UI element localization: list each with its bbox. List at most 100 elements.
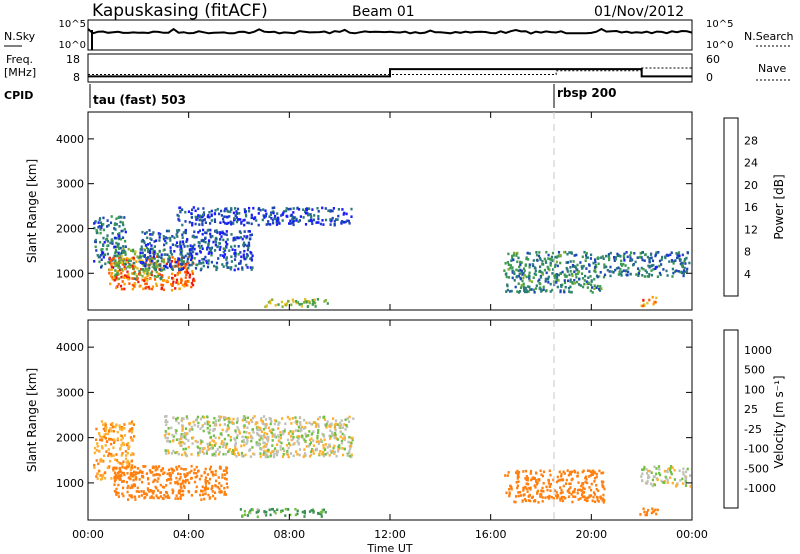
power-cell <box>134 265 137 269</box>
power-cell <box>519 268 522 272</box>
velocity-cell <box>348 435 351 439</box>
velocity-cell <box>515 471 518 474</box>
power-cell <box>337 214 340 218</box>
power-cell <box>678 254 681 258</box>
time-axis-ticks: 00:00 04:00 08:00 12:00 16:00 20:00 00:00 <box>72 528 708 541</box>
power-cell <box>103 253 107 257</box>
power-cell <box>522 272 525 275</box>
power-cell <box>239 218 242 221</box>
velocity-cell <box>181 479 185 483</box>
power-cell <box>267 220 270 223</box>
velocity-cell <box>199 427 202 430</box>
velocity-cell <box>113 441 116 444</box>
velocity-cell <box>95 438 98 441</box>
power-cell <box>138 272 141 276</box>
nsky-label: N.Sky <box>4 30 36 43</box>
power-cell <box>170 283 173 286</box>
velocity-cell <box>214 469 217 473</box>
velocity-cell <box>213 444 216 447</box>
power-cell <box>248 230 251 233</box>
velocity-cell <box>187 439 190 442</box>
velocity-cell <box>120 444 123 447</box>
velocity-cell <box>131 437 134 441</box>
power-cell <box>187 280 190 283</box>
power-cell <box>114 228 117 231</box>
velocity-cell <box>647 474 650 477</box>
power-cell <box>132 249 135 253</box>
power-cell <box>164 265 167 268</box>
velocity-cell <box>131 495 134 499</box>
power-cell <box>278 222 281 225</box>
velocity-cell <box>98 449 101 453</box>
velocity-cell <box>104 432 108 436</box>
velocity-cell <box>116 430 119 434</box>
power-cell <box>146 243 149 246</box>
velocity-cell <box>287 438 290 442</box>
velocity-cell <box>347 440 350 444</box>
velocity-cell <box>645 511 649 514</box>
power-cell <box>582 264 585 268</box>
velocity-cell <box>203 447 206 450</box>
velocity-cell <box>589 474 592 477</box>
velocity-cell <box>145 472 148 475</box>
velocity-cell <box>652 509 655 513</box>
velocity-cell <box>225 417 228 420</box>
velocity-cell <box>178 478 181 481</box>
velocity-cell <box>129 486 132 490</box>
velocity-cell <box>149 496 152 499</box>
power-feature-6 <box>503 250 606 294</box>
power-cell <box>215 261 219 265</box>
velocity-cell <box>200 440 203 443</box>
power-cell <box>236 207 240 211</box>
velocity-cell <box>179 482 182 486</box>
velocity-cell <box>570 493 573 496</box>
power-cell <box>160 256 163 260</box>
power-cell <box>99 221 103 224</box>
power-cell <box>566 252 569 256</box>
power-cell <box>213 220 217 223</box>
power-cell <box>143 241 146 245</box>
power-cell <box>553 274 556 277</box>
power-cell <box>504 262 507 265</box>
power-cell <box>112 256 116 260</box>
velocity-cell <box>539 495 542 498</box>
power-cell <box>219 237 222 241</box>
velocity-cell <box>242 438 245 442</box>
power-cell <box>321 206 324 210</box>
velocity-cell <box>348 451 351 454</box>
velocity-cell <box>322 446 325 450</box>
power-cell <box>234 264 237 268</box>
power-cell <box>188 263 191 267</box>
power-cell <box>253 217 256 221</box>
power-cell <box>519 276 522 280</box>
power-cell <box>124 239 127 243</box>
velocity-cell <box>204 482 207 485</box>
velocity-cell <box>649 482 653 486</box>
velocity-cell <box>95 427 98 431</box>
power-cell <box>208 250 211 254</box>
velocity-cell <box>134 498 137 501</box>
power-cell <box>531 263 534 266</box>
velocity-cell <box>588 469 591 473</box>
power-cell <box>672 262 675 265</box>
velocity-cell <box>112 454 115 457</box>
power-cell <box>120 261 123 264</box>
velocity-cell <box>133 435 136 438</box>
power-cell <box>616 252 619 256</box>
velocity-cell <box>244 435 247 439</box>
power-cell <box>128 282 131 285</box>
velocity-cell <box>352 417 355 420</box>
velocity-cell <box>526 476 529 480</box>
power-cell <box>95 229 98 232</box>
velocity-cell <box>645 467 648 471</box>
cpid-program-0: tau (fast) 503 <box>93 93 186 107</box>
power-cell <box>262 214 265 217</box>
power-cell <box>246 235 249 238</box>
power-cell <box>559 289 562 292</box>
velocity-cell <box>219 467 222 470</box>
power-cell <box>625 251 628 254</box>
power-ylabel: Slant Range [km] <box>25 159 39 263</box>
power-cell <box>225 258 228 261</box>
power-cell <box>171 243 174 246</box>
velocity-cell <box>224 452 228 456</box>
